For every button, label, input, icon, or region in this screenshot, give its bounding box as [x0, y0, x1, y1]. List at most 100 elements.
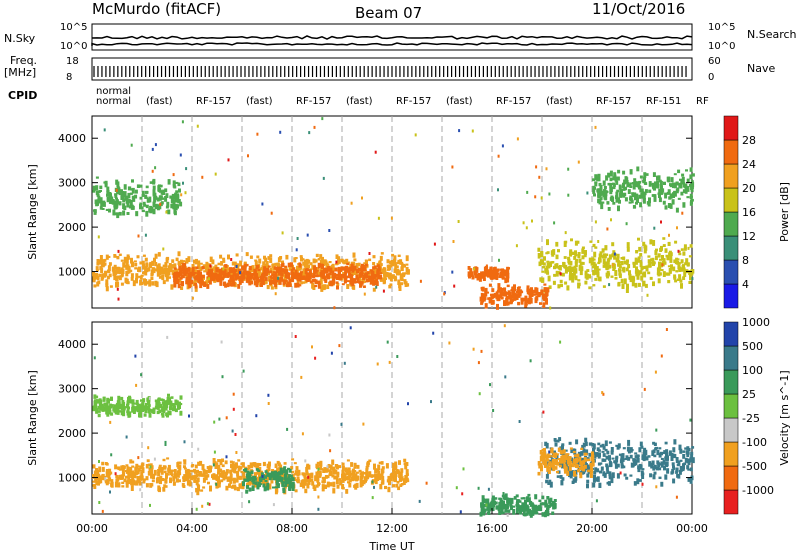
- echo-cell: [642, 241, 646, 246]
- echo-cell: [303, 259, 307, 265]
- echo-cell: [341, 283, 345, 286]
- echo-cell: [398, 478, 402, 482]
- echo-cell: [156, 410, 160, 415]
- echo-cell: [376, 264, 380, 268]
- echo-cell: [268, 472, 272, 479]
- echo-cell: [129, 192, 133, 195]
- echo-cell: [686, 196, 690, 199]
- echo-cell: [635, 266, 638, 271]
- echo-cell: [549, 449, 553, 454]
- echo-cell: [589, 462, 593, 466]
- echo-cell: [335, 254, 339, 259]
- echo-cell: [473, 270, 477, 273]
- echo-cell: [178, 401, 181, 408]
- echo-cell: [365, 260, 368, 266]
- echo-cell: [620, 257, 624, 260]
- echo-cell: [302, 275, 306, 279]
- echo-cell: [342, 261, 345, 264]
- echo-cell: [588, 442, 592, 446]
- echo-cell: [177, 182, 181, 187]
- echo-cell: [126, 479, 130, 483]
- echo-cell: [109, 199, 113, 202]
- echo-cell: [142, 272, 145, 274]
- noise-cell: [443, 292, 446, 296]
- echo-cell: [544, 459, 548, 466]
- echo-cell: [108, 208, 111, 213]
- echo-cell: [600, 190, 604, 196]
- echo-cell: [638, 194, 642, 199]
- noise-cell: [149, 503, 151, 507]
- freq-tick-low: 8: [66, 72, 72, 83]
- echo-cell: [508, 295, 512, 300]
- echo-cell: [586, 479, 590, 484]
- echo-cell: [567, 256, 571, 260]
- noise-cell: [328, 229, 331, 232]
- echo-cell: [577, 279, 581, 282]
- echo-cell: [97, 410, 101, 413]
- echo-cell: [217, 262, 221, 266]
- echo-cell: [258, 258, 262, 264]
- echo-cell: [378, 477, 382, 481]
- echo-cell: [686, 451, 690, 457]
- echo-cell: [605, 465, 609, 471]
- cpid-label-item: (fast): [546, 96, 573, 107]
- echo-cell: [500, 296, 504, 300]
- echo-cell: [573, 265, 577, 269]
- colorbar-tick-label: 4: [742, 278, 749, 291]
- power-colorbar-label: Power [dB]: [778, 182, 791, 242]
- echo-cell: [622, 256, 626, 261]
- echo-cell: [105, 470, 109, 477]
- echo-cell: [191, 264, 195, 269]
- noise-cell: [281, 231, 284, 235]
- echo-cell: [614, 177, 618, 182]
- echo-cell: [324, 467, 328, 473]
- echo-cell: [122, 210, 126, 216]
- echo-cell: [177, 251, 181, 257]
- echo-cell: [385, 463, 389, 469]
- noise-cell: [140, 373, 143, 377]
- noise-cell: [535, 165, 538, 169]
- echo-cell: [239, 476, 243, 480]
- echo-cell: [136, 407, 140, 413]
- echo-cell: [350, 263, 354, 268]
- echo-cell: [544, 292, 548, 297]
- echo-cell: [373, 270, 377, 274]
- echo-cell: [266, 484, 270, 491]
- echo-cell: [291, 275, 295, 278]
- echo-cell: [139, 196, 143, 200]
- echo-cell: [560, 480, 564, 486]
- echo-cell: [130, 257, 133, 264]
- echo-cell: [156, 271, 160, 277]
- echo-cell: [679, 465, 683, 472]
- echo-cell: [165, 473, 168, 479]
- echo-cell: [341, 273, 344, 278]
- echo-cell: [106, 410, 110, 415]
- echo-cell: [245, 252, 249, 257]
- echo-cell: [656, 466, 659, 471]
- echo-cell: [488, 299, 492, 304]
- echo-cell: [152, 208, 156, 215]
- echo-cell: [302, 472, 306, 477]
- echo-cell: [546, 505, 550, 511]
- echo-cell: [362, 285, 366, 288]
- echo-cell: [381, 466, 385, 470]
- echo-cell: [185, 258, 189, 264]
- echo-cell: [243, 478, 247, 482]
- echo-cell: [127, 198, 131, 203]
- echo-cell: [540, 261, 544, 265]
- echo-cell: [128, 396, 132, 402]
- echo-cell: [588, 257, 592, 264]
- noise-cell: [109, 490, 111, 494]
- echo-cell: [254, 259, 258, 262]
- echo-cell: [610, 275, 614, 278]
- echo-cell: [651, 194, 655, 197]
- echo-cell: [664, 250, 668, 253]
- echo-cell: [199, 262, 203, 265]
- echo-cell: [190, 469, 194, 473]
- echo-cell: [341, 473, 345, 479]
- echo-cell: [496, 505, 500, 508]
- echo-cell: [539, 277, 543, 282]
- echo-cell: [388, 272, 392, 276]
- echo-cell: [339, 276, 343, 281]
- echo-cell: [175, 478, 179, 483]
